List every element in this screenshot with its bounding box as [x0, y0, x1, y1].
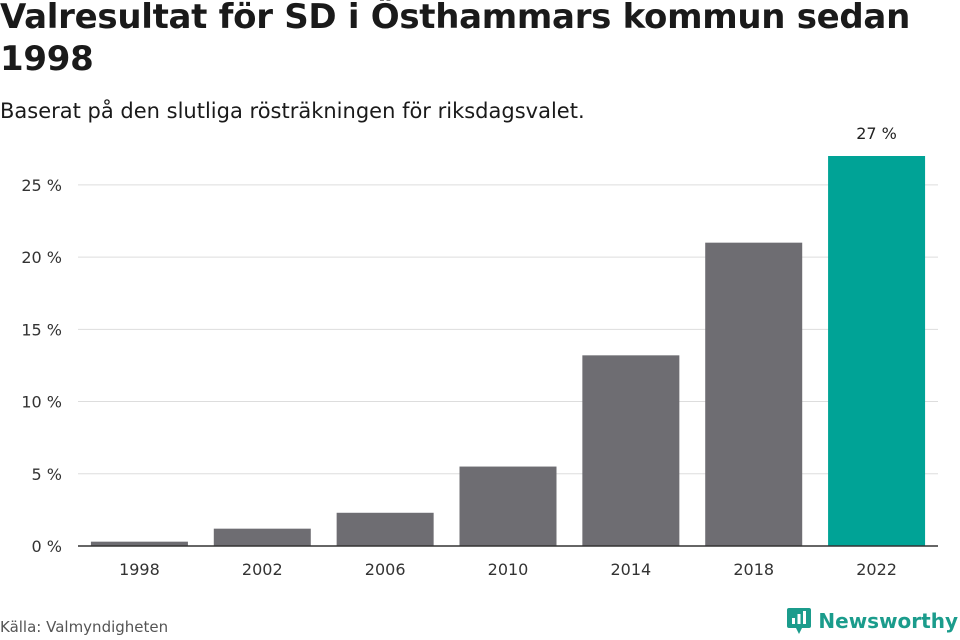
- data-label: 27 %: [856, 124, 897, 143]
- bar: [582, 355, 680, 546]
- bar: [213, 528, 311, 546]
- chart-subtitle: Baserat på den slutliga rösträkningen fö…: [0, 99, 585, 123]
- x-tick-label: 1998: [119, 560, 160, 579]
- x-tick-label: 2002: [242, 560, 283, 579]
- brand: Newsworthy: [786, 606, 958, 636]
- bar-chart: 0 % 5 % 10 % 15 % 20 % 25 % 1998 2002 2006 2010 20…: [21, 124, 938, 579]
- x-tick-label: 2010: [488, 560, 529, 579]
- y-tick-label: 15 %: [21, 320, 62, 339]
- y-tick-label: 10 %: [21, 393, 62, 412]
- chart-title: Valresultat för SD i Östhammars kommun s…: [0, 0, 910, 79]
- bar: [90, 541, 188, 546]
- source-note: Källa: Valmyndigheten: [0, 618, 169, 636]
- y-tick-label: 20 %: [21, 248, 62, 267]
- x-tick-label: 2014: [610, 560, 651, 579]
- newsworthy-logo-icon: [787, 608, 812, 634]
- x-tick-label: 2018: [733, 560, 774, 579]
- bar: [459, 466, 557, 546]
- bar: [705, 242, 803, 546]
- x-tick-label: 2022: [856, 560, 897, 579]
- y-tick-label: 25 %: [21, 176, 62, 195]
- brand-name: Newsworthy: [818, 609, 958, 633]
- x-tick-label: 2006: [365, 560, 406, 579]
- bar: [336, 512, 434, 546]
- bar: [828, 156, 926, 546]
- y-tick-label: 5 %: [32, 465, 62, 484]
- y-tick-label: 0 %: [32, 537, 62, 556]
